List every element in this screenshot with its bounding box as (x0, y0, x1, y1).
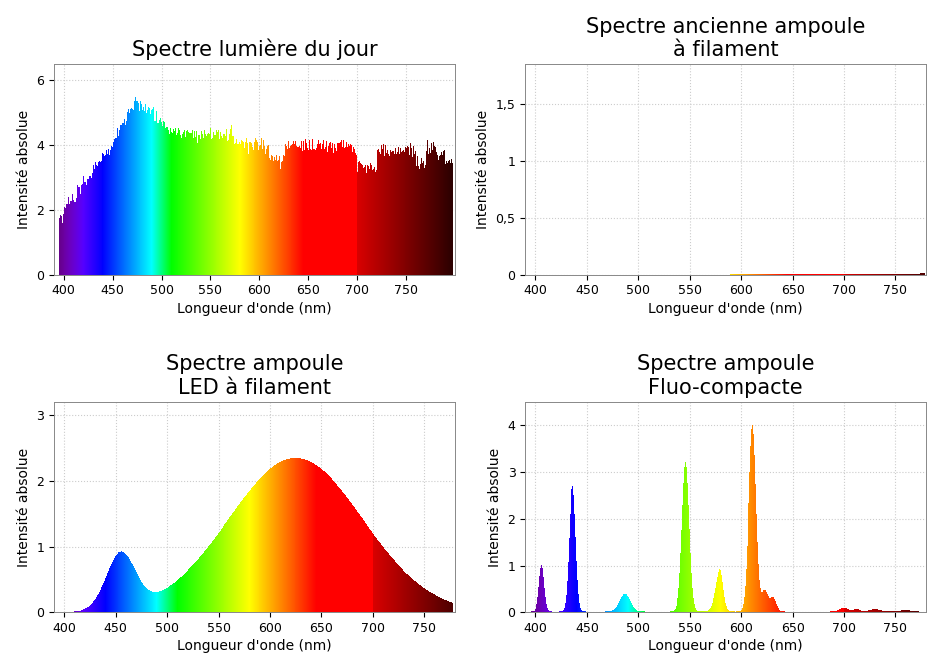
Y-axis label: Intensité absolue: Intensité absolue (17, 448, 31, 567)
Y-axis label: Intensité absolue: Intensité absolue (17, 110, 31, 229)
Title: Spectre lumière du jour: Spectre lumière du jour (132, 38, 377, 60)
Title: Spectre ancienne ampoule
à filament: Spectre ancienne ampoule à filament (587, 17, 866, 60)
Title: Spectre ampoule
Fluo-compacte: Spectre ampoule Fluo-compacte (637, 354, 815, 397)
X-axis label: Longueur d'onde (nm): Longueur d'onde (nm) (177, 639, 332, 653)
Title: Spectre ampoule
LED à filament: Spectre ampoule LED à filament (166, 354, 343, 397)
X-axis label: Longueur d'onde (nm): Longueur d'onde (nm) (649, 639, 803, 653)
X-axis label: Longueur d'onde (nm): Longueur d'onde (nm) (177, 302, 332, 316)
Y-axis label: Intensité absolue: Intensité absolue (476, 110, 490, 229)
Y-axis label: Intensité absolue: Intensité absolue (488, 448, 502, 567)
X-axis label: Longueur d'onde (nm): Longueur d'onde (nm) (649, 302, 803, 316)
